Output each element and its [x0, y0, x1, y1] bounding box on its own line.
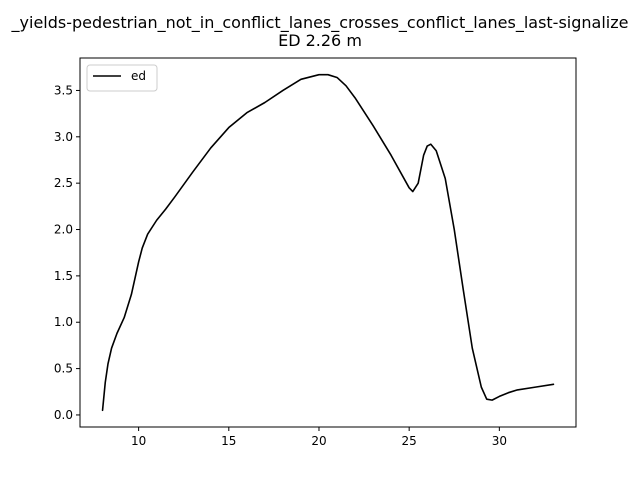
x-tick-label: 25 [402, 434, 417, 448]
chart-title-line2: ED 2.26 m [278, 31, 362, 50]
y-tick-label: 1.5 [54, 269, 73, 283]
series-line-ed [101, 73, 555, 412]
y-tick-label: 2.0 [54, 223, 73, 237]
x-tick-label: 20 [311, 434, 326, 448]
legend-box [86, 64, 158, 92]
x-tick-label: 30 [492, 434, 507, 448]
y-tick-label: 3.0 [54, 130, 73, 144]
y-tick-label: 0.0 [54, 408, 73, 422]
y-tick-label: 3.5 [54, 83, 73, 97]
legend-label-ed: ed [131, 69, 146, 83]
y-tick-label: 2.5 [54, 176, 73, 190]
y-tick-label: 1.0 [54, 315, 73, 329]
plot-area [101, 73, 555, 412]
x-tick-label: 10 [131, 434, 146, 448]
axis-ticks: 10 15 20 25 30 0.0 0.5 1.0 1.5 2.0 2.5 3.0 3.5 [54, 83, 507, 448]
plot-frame [79, 57, 577, 428]
chart-title-line1: _yields-pedestrian_not_in_conflict_lanes… [11, 13, 629, 33]
y-tick-label: 0.5 [54, 362, 73, 376]
legend: ed [86, 64, 158, 92]
x-tick-label: 15 [221, 434, 236, 448]
